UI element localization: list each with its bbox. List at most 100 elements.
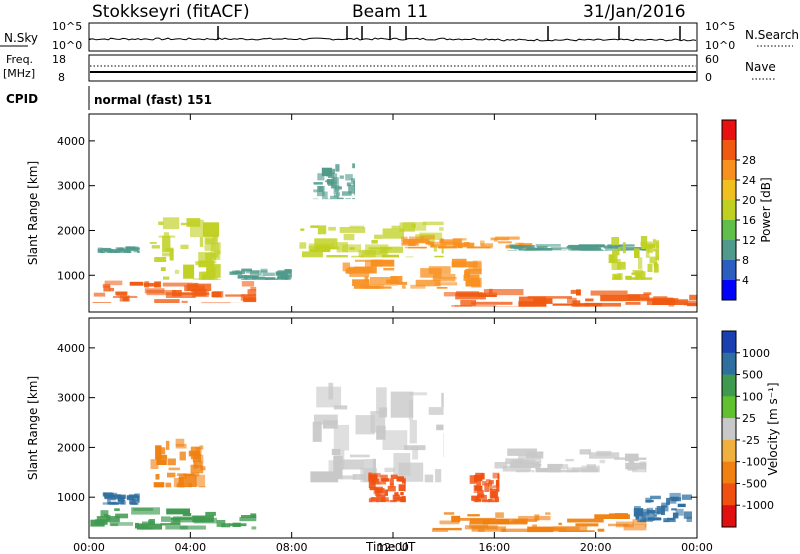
- data-cell: [169, 249, 174, 261]
- data-cell: [404, 477, 406, 487]
- data-region: [149, 217, 221, 280]
- data-cell: [165, 482, 172, 488]
- data-cell: [113, 295, 138, 298]
- nsky-line: [89, 37, 697, 42]
- data-cell: [217, 242, 221, 255]
- data-cell: [103, 285, 111, 292]
- data-cell: [150, 459, 159, 469]
- data-cell: [199, 261, 217, 264]
- data-cell: [104, 494, 113, 500]
- x-tick-label: 00:00: [681, 541, 713, 554]
- data-cell: [589, 245, 600, 249]
- colorbar-tick-label: 25: [742, 412, 756, 425]
- data-cell: [482, 519, 509, 525]
- nsearch-label: N.Search: [745, 28, 799, 42]
- data-cell: [394, 497, 401, 500]
- colorbar-label: Velocity [m s⁻¹]: [766, 382, 780, 475]
- data-cell: [671, 508, 677, 511]
- data-cell: [494, 462, 508, 469]
- nave-tick-bottom: 0: [705, 71, 712, 84]
- colorbar-tick-label: -500: [742, 477, 767, 490]
- data-cell: [176, 473, 187, 476]
- data-cell: [471, 495, 480, 501]
- data-cell: [579, 449, 591, 455]
- data-cell: [545, 512, 551, 515]
- data-cell: [158, 221, 164, 225]
- data-cell: [373, 488, 379, 495]
- data-cell: [464, 525, 498, 530]
- data-cell: [537, 245, 548, 249]
- data-cell: [129, 499, 136, 505]
- data-cell: [608, 254, 618, 264]
- data-cell: [364, 286, 392, 289]
- data-cell: [495, 518, 528, 524]
- data-cell: [404, 246, 427, 249]
- data-region: [97, 246, 140, 253]
- data-cell: [143, 282, 160, 287]
- freq-tick-bottom: 8: [58, 71, 65, 84]
- data-cell: [489, 288, 493, 295]
- data-cell: [389, 478, 394, 486]
- data-cell: [634, 271, 646, 280]
- nsky-tick-top: 10^5: [52, 20, 82, 33]
- data-cell: [118, 247, 127, 251]
- y-tick-label: 3000: [57, 180, 85, 193]
- colorbar-swatch: [722, 483, 736, 506]
- colorbar-tick-label: -1000: [742, 499, 774, 512]
- colorbar-swatch: [722, 396, 736, 419]
- data-cell: [641, 511, 655, 521]
- data-cell: [658, 258, 659, 263]
- date-title: 31/Jan/2016: [583, 2, 686, 22]
- data-cell: [434, 255, 444, 258]
- data-cell: [345, 174, 353, 181]
- y-tick-label: 3000: [57, 392, 85, 405]
- data-cell: [616, 278, 623, 280]
- x-axis-label: Time UT: [365, 540, 416, 554]
- data-cell: [547, 471, 558, 473]
- data-cell: [611, 259, 621, 270]
- data-cell: [370, 411, 386, 433]
- data-cell: [527, 296, 572, 299]
- data-cell: [361, 249, 387, 258]
- data-cell: [531, 470, 535, 473]
- data-cell: [626, 277, 639, 280]
- data-cell: [177, 482, 185, 488]
- data-cell: [585, 298, 594, 302]
- data-cell: [334, 184, 340, 192]
- data-cell: [212, 291, 224, 298]
- data-cell: [535, 244, 561, 247]
- nave-label: Nave: [745, 60, 776, 74]
- data-cell: [575, 523, 599, 527]
- data-cell: [607, 244, 635, 247]
- data-cell: [469, 475, 477, 484]
- data-cell: [510, 461, 541, 469]
- data-cell: [439, 239, 462, 243]
- colorbar-swatch: [722, 280, 736, 301]
- data-cell: [436, 424, 444, 431]
- colorbar-swatch: [722, 461, 736, 484]
- colorbar-label: Power [dB]: [759, 177, 773, 242]
- data-cell: [434, 282, 458, 286]
- data-cell: [318, 186, 324, 193]
- data-cell: [339, 227, 366, 233]
- data-cell: [451, 515, 461, 523]
- data-cell: [502, 465, 531, 472]
- data-cell: [257, 270, 268, 273]
- data-cell: [114, 251, 121, 253]
- data-cell: [640, 248, 647, 251]
- data-cell: [300, 228, 305, 231]
- data-cell: [480, 243, 494, 247]
- data-cell: [333, 405, 348, 410]
- data-cell: [232, 270, 245, 275]
- data-cell: [376, 387, 387, 414]
- data-region: [494, 448, 647, 473]
- data-cell: [239, 517, 257, 522]
- data-cell: [195, 474, 206, 487]
- data-cell: [332, 173, 338, 184]
- data-cell: [410, 284, 426, 289]
- data-cell: [532, 524, 537, 530]
- data-cell: [190, 219, 204, 238]
- data-cell: [631, 272, 635, 275]
- data-cell: [376, 494, 386, 503]
- data-cell: [322, 191, 328, 200]
